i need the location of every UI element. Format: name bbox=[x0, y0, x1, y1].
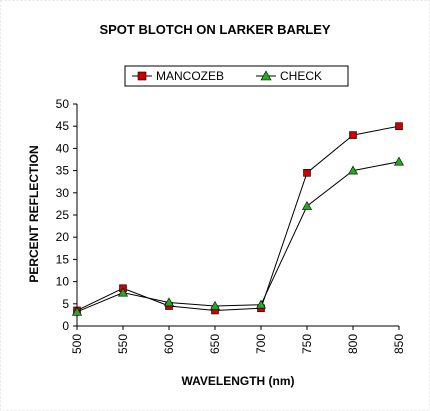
x-tick-label: 600 bbox=[162, 334, 176, 354]
y-tick-label: 0 bbox=[62, 319, 69, 333]
x-tick-label: 850 bbox=[392, 334, 406, 354]
y-tick-label: 15 bbox=[56, 252, 70, 266]
legend-marker-mancozeb bbox=[137, 71, 147, 81]
axes: 0 5 10 15 20 25 30 35 40 45 50 500 550 600 650 700 750 80… bbox=[56, 97, 406, 354]
series-line-mancozeb bbox=[76, 125, 400, 311]
legend: MANCOZEB CHECK bbox=[124, 65, 349, 87]
series-line-check bbox=[76, 161, 400, 313]
legend-box bbox=[124, 65, 349, 87]
data-point-check bbox=[347, 165, 359, 175]
data-point-check bbox=[163, 297, 175, 307]
data-point-check bbox=[301, 201, 313, 210]
x-tick-label: 500 bbox=[70, 334, 84, 354]
y-tick-label: 25 bbox=[56, 208, 70, 222]
series-layer bbox=[71, 122, 405, 316]
x-tick-label: 700 bbox=[254, 334, 268, 354]
x-axis-label: WAVELENGTH (nm) bbox=[181, 374, 294, 388]
x-tick-label: 550 bbox=[116, 334, 130, 354]
y-tick-label: 5 bbox=[62, 297, 69, 311]
y-tick-label: 20 bbox=[56, 230, 70, 244]
y-tick-label: 30 bbox=[56, 186, 70, 200]
data-point-mancozeb bbox=[349, 131, 357, 139]
y-tick-label: 45 bbox=[56, 119, 70, 133]
y-tick-label: 40 bbox=[56, 141, 70, 155]
y-tick-label: 50 bbox=[56, 97, 70, 111]
y-tick-label: 35 bbox=[56, 164, 70, 178]
y-axis-label: PERCENT REFLECTION bbox=[27, 145, 41, 282]
chart-title: SPOT BLOTCH ON LARKER BARLEY bbox=[99, 22, 330, 37]
legend-label-check: CHECK bbox=[280, 69, 322, 83]
x-tick-label: 800 bbox=[346, 334, 360, 354]
series-mancozeb bbox=[73, 122, 403, 315]
legend-marker-check bbox=[260, 70, 272, 81]
data-point-mancozeb bbox=[395, 122, 403, 130]
data-point-check bbox=[255, 299, 267, 309]
x-tick-label: 750 bbox=[300, 334, 314, 354]
series-check bbox=[71, 156, 405, 316]
data-point-check bbox=[71, 306, 83, 316]
data-point-mancozeb bbox=[303, 169, 311, 177]
y-tick-label: 10 bbox=[56, 275, 70, 289]
legend-label-mancozeb: MANCOZEB bbox=[156, 69, 224, 83]
x-tick-label: 650 bbox=[208, 334, 222, 354]
data-point-check bbox=[209, 300, 221, 310]
data-point-check bbox=[117, 287, 129, 297]
data-point-check bbox=[393, 156, 405, 166]
